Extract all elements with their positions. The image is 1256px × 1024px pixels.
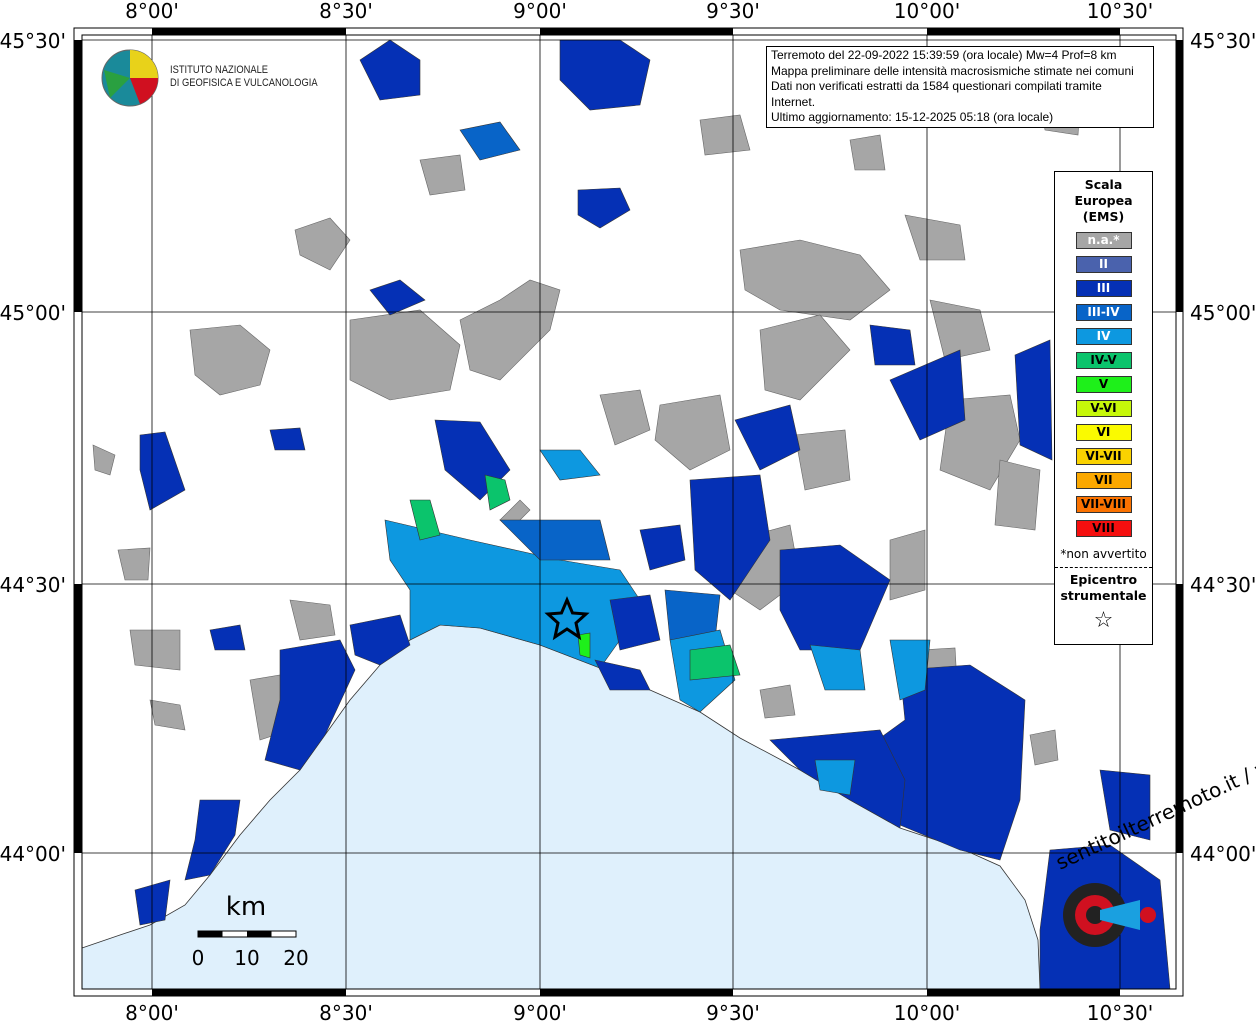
legend-swatch: III-IV <box>1075 304 1132 321</box>
scale-bar: km 0 10 20 <box>192 892 309 970</box>
scale-tick: 0 <box>192 946 205 970</box>
lat-labels-left: 45°30' 45°00' 44°30' 44°00' <box>0 29 66 866</box>
legend-epicenter-line: strumentale <box>1060 588 1147 603</box>
legend-swatches: n.a.* II III III-IV IV IV-V V V-VI VI VI-VII VII VI… <box>1055 232 1152 537</box>
logo-line: ISTITUTO NAZIONALE <box>170 64 269 76</box>
ingv-logo-icon <box>101 49 159 107</box>
legend-note: *non avvertito <box>1060 547 1147 561</box>
info-line-source: Dati non verificati estratti da 1584 que… <box>771 79 1102 109</box>
epicenter-star-icon <box>544 596 590 641</box>
lat-label: 45°30' <box>0 29 66 53</box>
legend-swatch: VIII <box>1075 520 1132 537</box>
legend-divider <box>1055 567 1152 568</box>
legend-title-line: Scala <box>1084 177 1123 192</box>
legend-swatch: V-VI <box>1075 400 1132 417</box>
lon-label: 9°30' <box>706 1001 760 1024</box>
lat-label: 45°00' <box>0 301 66 325</box>
legend-title: Scala Europea (EMS) <box>1055 177 1152 225</box>
lon-label: 9°00' <box>513 0 567 23</box>
legend-epicenter-label: Epicentro strumentale <box>1055 572 1152 604</box>
lon-labels-top: 8°00' 8°30' 9°00' 9°30' 10°00' 10°30' <box>125 0 1153 23</box>
map-frame <box>73 27 1184 997</box>
event-info-box: Terremoto del 22-09-2022 15:39:59 (ora l… <box>766 46 1154 128</box>
info-line-updated: Ultimo aggiornamento: 15-12-2025 05:18 (… <box>771 110 1054 124</box>
legend-swatch: IV <box>1075 328 1132 345</box>
lon-label: 8°00' <box>125 0 179 23</box>
scale-tick: 20 <box>283 946 308 970</box>
legend-swatch: VI-VII <box>1075 448 1132 465</box>
lon-labels-bottom: 8°00' 8°30' 9°00' 9°30' 10°00' 10°30' <box>125 1001 1153 1024</box>
logo-line: DI GEOFISICA E VULCANOLOGIA <box>170 77 318 89</box>
legend-epicenter-line: Epicentro <box>1069 572 1138 587</box>
ems-legend: Scala Europea (EMS) n.a.* II III III-IV IV IV… <box>1054 171 1153 645</box>
lon-label: 10°00' <box>894 0 960 23</box>
graticule <box>82 35 1176 989</box>
lon-label: 8°30' <box>319 0 373 23</box>
lat-label: 45°00' <box>1190 301 1256 325</box>
scale-tick: 10 <box>234 946 259 970</box>
legend-title-line: Europea <box>1074 193 1133 208</box>
legend-swatch: VI <box>1075 424 1132 441</box>
lat-label: 45°30' <box>1190 29 1256 53</box>
lon-label: 10°00' <box>894 1001 960 1024</box>
lon-label: 10°30' <box>1087 0 1153 23</box>
legend-swatch: V <box>1075 376 1132 393</box>
lon-label: 8°30' <box>319 1001 373 1024</box>
legend-swatch: IV-V <box>1075 352 1132 369</box>
scale-unit: km <box>226 892 266 922</box>
legend-swatch: III <box>1075 280 1132 297</box>
ingv-logo-text: ISTITUTO NAZIONALE DI GEOFISICA E VULCAN… <box>170 64 318 90</box>
lon-label: 9°00' <box>513 1001 567 1024</box>
info-line-event: Terremoto del 22-09-2022 15:39:59 (ora l… <box>771 48 1117 62</box>
lat-label: 44°00' <box>0 842 66 866</box>
legend-star-icon: ☆ <box>1093 608 1114 633</box>
lat-label: 44°30' <box>1190 573 1256 597</box>
legend-swatch: VII-VIII <box>1075 496 1132 513</box>
lat-label: 44°30' <box>0 573 66 597</box>
legend-swatch: n.a.* <box>1075 232 1132 249</box>
lat-labels-right: 45°30' 45°00' 44°30' 44°00' <box>1190 29 1256 866</box>
lat-label: 44°00' <box>1190 842 1256 866</box>
municipalities-na <box>92 99 1081 766</box>
lon-label: 8°00' <box>125 1001 179 1024</box>
legend-swatch: VII <box>1075 472 1132 489</box>
info-line-description: Mappa preliminare delle intensità macros… <box>771 63 1134 78</box>
lon-label: 10°30' <box>1087 1001 1153 1024</box>
lon-label: 9°30' <box>706 0 760 23</box>
legend-title-line: (EMS) <box>1082 209 1125 224</box>
legend-swatch: II <box>1075 256 1132 273</box>
